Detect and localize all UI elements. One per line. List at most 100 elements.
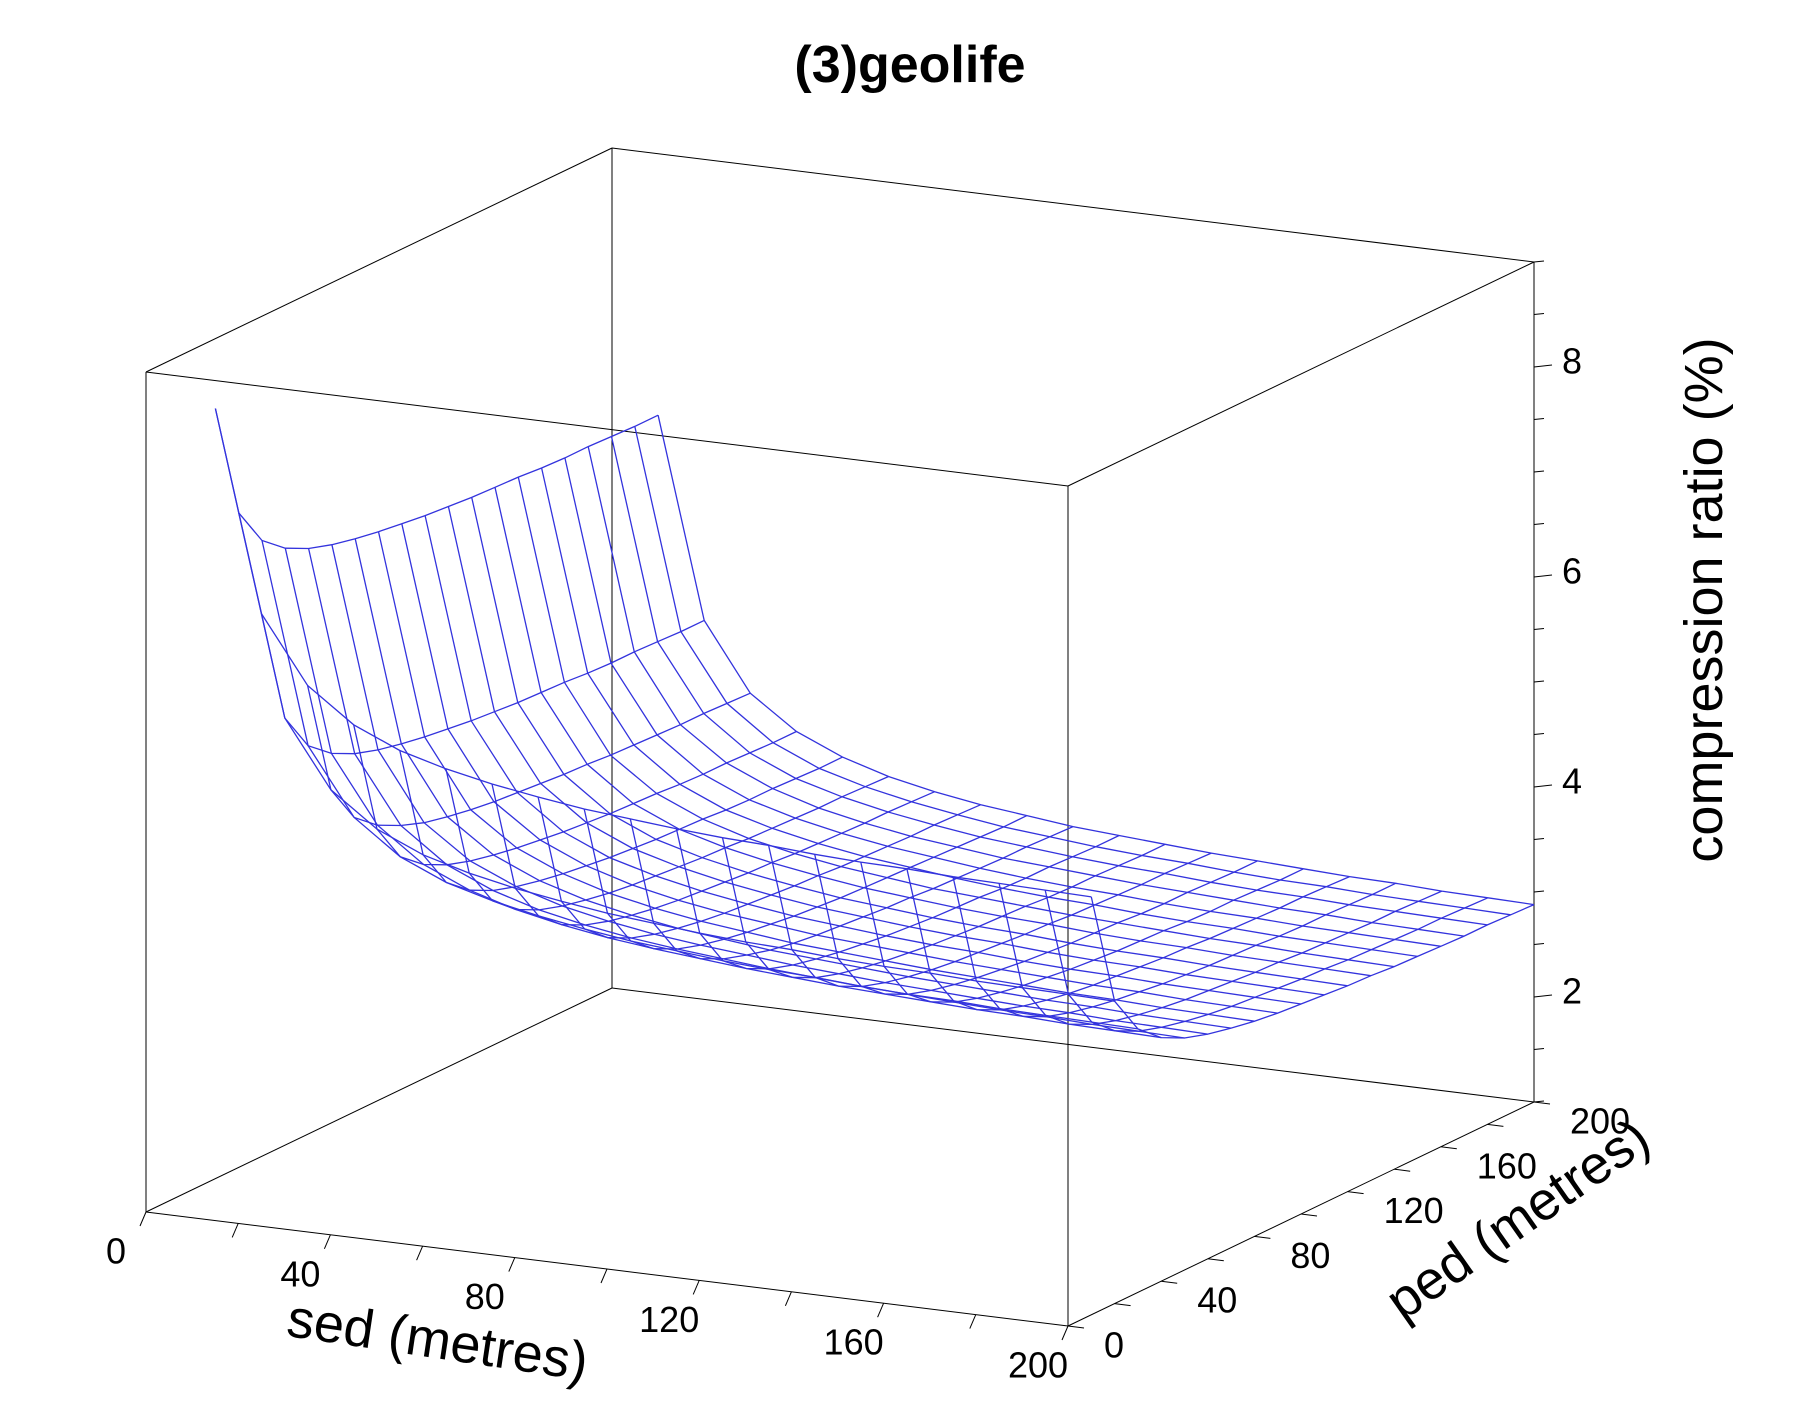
z-tick-label-4: 4 [1562,761,1582,802]
sed-tick-120 [692,1280,700,1295]
z-tick-4.5 [1533,733,1545,735]
z-tick-3 [1533,890,1545,893]
ped-tick-20 [1114,1303,1131,1307]
ped-tick-0 [1067,1325,1085,1329]
ped-tick-label-40: 40 [1197,1280,1237,1321]
ped-tick-100 [1300,1213,1318,1217]
box-edge-5 [145,147,613,373]
sed-tick-label-80: 80 [465,1276,505,1317]
bounding-box [145,147,1535,1327]
z-tick-2.5 [1533,943,1545,945]
mesh-line-ped-160 [564,457,1441,947]
ped-tick-label-120: 120 [1384,1190,1444,1231]
sed-tick-200 [1061,1325,1069,1341]
sed-tick-60 [416,1246,424,1261]
z-tick-6 [1533,574,1553,578]
z-tick-9 [1533,260,1545,263]
mesh-line-ped-170 [587,446,1465,937]
ped-tick-label-0: 0 [1104,1325,1124,1366]
mesh-line-ped-130 [494,487,1371,977]
sed-tick-label-0: 0 [106,1231,126,1272]
sed-tick-label-40: 40 [280,1253,320,1294]
box-edge-4 [145,987,613,1213]
z-tick-1 [1533,1100,1545,1103]
mesh-line-sed-150 [860,861,1304,1003]
sed-tick-140 [784,1291,792,1306]
mesh-line-ped-10 [214,408,1092,898]
box-edge-3 [611,147,1535,263]
chart-title: (3)geolife [794,36,1025,94]
mesh-line-ped-110 [447,506,1325,996]
mesh-line-ped-30 [261,540,1138,1030]
z-tick-label-2: 2 [1562,971,1582,1012]
tick-labels: 0 40 80 120 160 200 0 40 80 120 160 200 2 4 6 8 [106,341,1630,1386]
mesh-line-sed-50 [399,750,843,892]
ped-tick-120 [1347,1191,1364,1195]
box-edge-7 [1067,261,1535,487]
ped-tick-200 [1533,1101,1551,1105]
x-axis-label: sed (metres) [283,1288,592,1392]
sed-tick-160 [877,1303,885,1318]
z-tick-5 [1533,680,1545,683]
box-edge-2 [611,987,1535,1103]
z-tick-4 [1533,784,1553,788]
z-axis-label: compression ratio (%) [1674,337,1734,862]
mesh-line-ped-140 [517,476,1395,968]
sed-tick-40 [323,1234,331,1249]
mesh-line-sed-20 [260,613,705,755]
mesh-line-ped-70 [354,538,1232,1029]
mesh-line-sed-100 [629,818,1074,960]
mesh-line-sed-200 [1090,896,1535,1039]
mesh-line-ped-190 [634,426,1511,916]
z-tick-label-8: 8 [1562,341,1582,382]
z-tick-5.5 [1533,628,1545,630]
mesh-line-ped-100 [424,515,1302,1005]
ped-tick-label-80: 80 [1290,1235,1330,1276]
mesh-line-ped-120 [471,497,1348,987]
ped-tick-160 [1440,1146,1457,1150]
sed-tick-100 [600,1268,608,1284]
ped-tick-40 [1161,1280,1178,1284]
z-tick-7 [1533,470,1545,473]
surface-mesh [214,408,1535,1039]
box-edge-1 [145,371,1069,487]
mesh-line-ped-90 [401,523,1278,1014]
mesh-line-sed-40 [353,724,797,866]
ped-tick-180 [1487,1123,1504,1127]
mesh-line-ped-50 [307,548,1185,1039]
mesh-line-sed-10 [214,408,659,550]
z-tick-2 [1533,994,1553,998]
mesh-line-sed-30 [306,685,751,827]
mesh-line-sed-80 [537,796,982,939]
sed-tick-0 [139,1211,147,1227]
ped-tick-label-200: 200 [1570,1101,1630,1142]
mesh-line-ped-60 [331,544,1208,1035]
z-tick-1.5 [1533,1048,1545,1050]
ped-tick-140 [1394,1168,1411,1172]
z-tick-8.5 [1533,313,1545,315]
mesh-line-sed-70 [491,783,935,926]
mesh-line-sed-120 [721,837,1166,979]
z-tick-3.5 [1533,838,1545,840]
sed-tick-20 [231,1223,239,1238]
sed-tick-80 [508,1257,516,1272]
mesh-line-ped-180 [610,436,1488,926]
mesh-line-ped-40 [284,548,1162,1039]
axis-ticks [139,260,1553,1341]
mesh-line-sed-110 [675,828,1120,970]
ped-tick-60 [1207,1258,1224,1262]
sed-tick-180 [969,1314,977,1329]
z-tick-label-6: 6 [1562,551,1582,592]
sed-tick-label-200: 200 [1008,1345,1068,1386]
mesh-line-ped-80 [377,531,1255,1022]
ped-tick-label-160: 160 [1477,1145,1537,1186]
mesh-line-sed-90 [583,808,1028,950]
mesh-line-ped-150 [540,467,1418,958]
z-tick-7.5 [1533,418,1545,420]
z-tick-6.5 [1533,523,1545,525]
sed-tick-label-160: 160 [824,1322,884,1363]
ped-tick-80 [1254,1235,1271,1239]
sed-tick-label-120: 120 [639,1299,699,1340]
z-tick-8 [1533,364,1553,368]
